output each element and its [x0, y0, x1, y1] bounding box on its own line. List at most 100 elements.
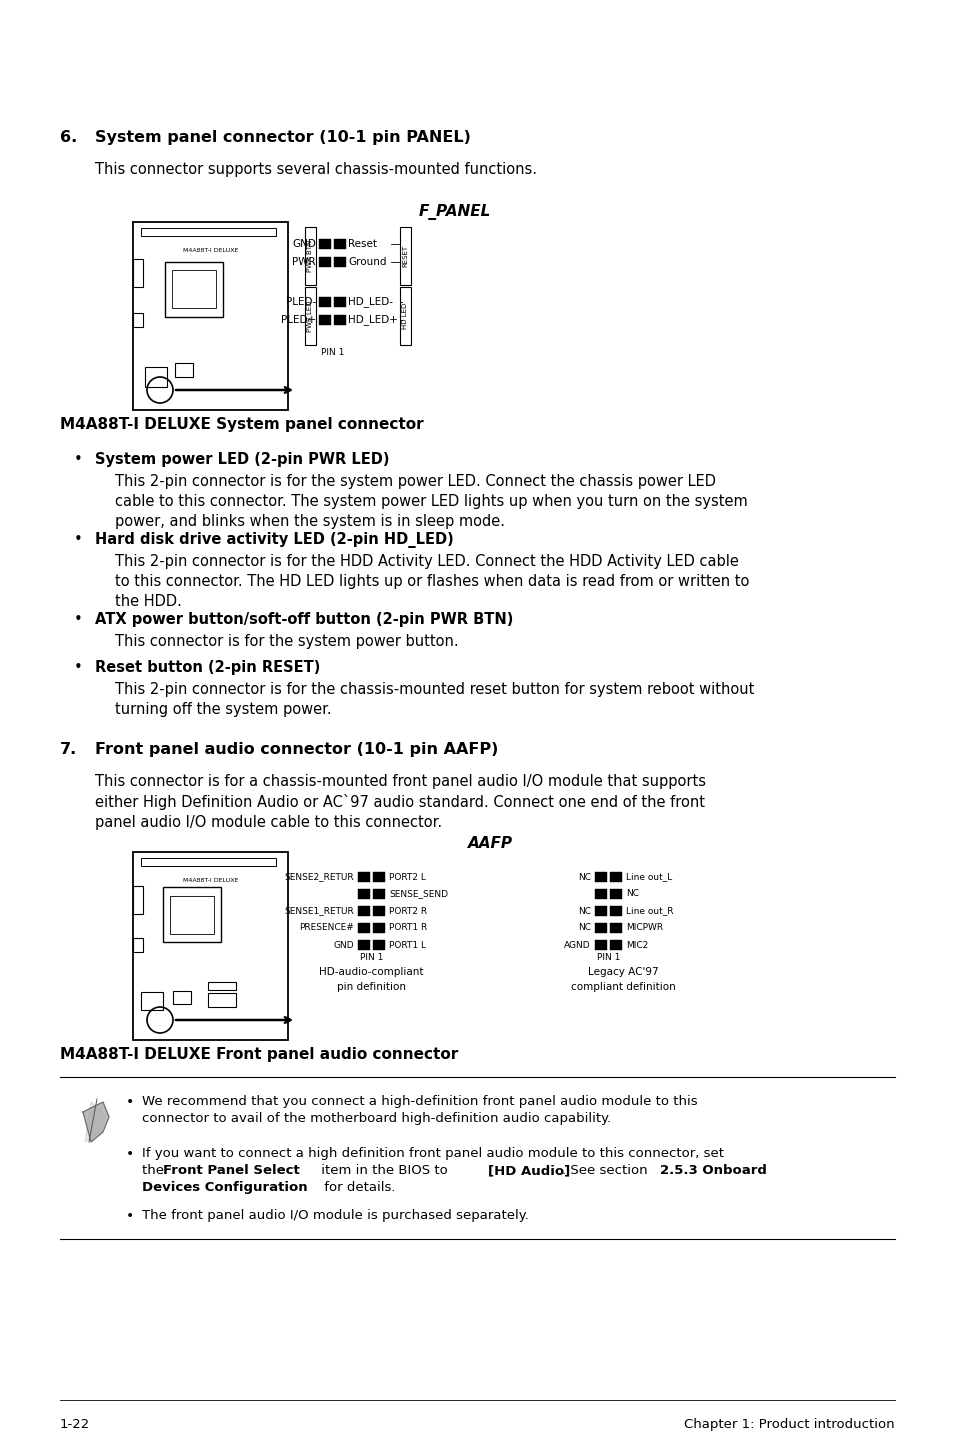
Text: Hard disk drive activity LED (2-pin HD_LED): Hard disk drive activity LED (2-pin HD_L… — [95, 533, 454, 548]
Bar — [141, 858, 275, 866]
Text: This 2-pin connector is for the HDD Activity LED. Connect the HDD Activity LED c: This 2-pin connector is for the HDD Acti… — [115, 554, 749, 609]
Bar — [373, 939, 385, 949]
Text: ATX power button/soft-off button (2-pin PWR BTN): ATX power button/soft-off button (2-pin … — [95, 611, 513, 627]
Bar — [595, 939, 606, 949]
Text: PLED+: PLED+ — [280, 315, 315, 325]
Text: This 2-pin connector is for the system power LED. Connect the chassis power LED
: This 2-pin connector is for the system p… — [115, 474, 747, 528]
Bar — [334, 315, 346, 325]
Bar — [208, 982, 235, 990]
Bar — [357, 939, 370, 949]
Text: PORT1 R: PORT1 R — [389, 924, 427, 932]
Text: PORT2 R: PORT2 R — [389, 906, 427, 915]
Text: PWR BTN: PWR BTN — [307, 241, 314, 272]
Text: HD LED: HD LED — [402, 304, 408, 329]
Bar — [305, 228, 315, 285]
Bar — [609, 906, 621, 916]
Text: Line out_R: Line out_R — [625, 906, 673, 915]
Text: HD_LED-: HD_LED- — [348, 296, 393, 308]
Bar — [132, 222, 288, 410]
Bar — [595, 872, 606, 882]
Bar — [208, 992, 235, 1007]
Text: M4A88T-I DELUXE Front panel audio connector: M4A88T-I DELUXE Front panel audio connec… — [60, 1047, 457, 1063]
Text: for details.: for details. — [319, 1181, 395, 1194]
Text: System panel connector (10-1 pin PANEL): System panel connector (10-1 pin PANEL) — [95, 130, 471, 145]
Text: We recommend that you connect a high-definition front panel audio module to this: We recommend that you connect a high-def… — [142, 1095, 697, 1126]
Text: •: • — [73, 533, 82, 547]
Bar — [141, 992, 163, 1010]
Bar — [334, 256, 346, 266]
Bar — [165, 262, 223, 316]
Bar — [357, 872, 370, 882]
Text: pin definition: pin definition — [336, 982, 406, 992]
Polygon shape — [83, 1103, 109, 1141]
Bar — [609, 939, 621, 949]
Bar — [141, 228, 275, 236]
Text: Front Panel Select: Front Panel Select — [163, 1164, 299, 1177]
Text: This connector supports several chassis-mounted functions.: This connector supports several chassis-… — [95, 162, 537, 178]
Text: 7.: 7. — [60, 742, 77, 758]
Text: This 2-pin connector is for the chassis-mounted reset button for system reboot w: This 2-pin connector is for the chassis-… — [115, 682, 754, 717]
Text: 1-22: 1-22 — [60, 1418, 91, 1431]
Text: PWR LED: PWR LED — [307, 301, 314, 332]
Text: PORT1 L: PORT1 L — [389, 941, 426, 949]
Text: PORT2 L: PORT2 L — [389, 872, 425, 882]
Text: •: • — [126, 1095, 134, 1108]
Text: AAFP: AAFP — [467, 836, 512, 851]
Bar — [145, 367, 167, 387]
Text: This connector is for the system power button.: This connector is for the system power b… — [115, 634, 458, 649]
Text: The front panel audio I/O module is purchased separately.: The front panel audio I/O module is purc… — [142, 1209, 528, 1221]
Bar — [373, 872, 385, 882]
Text: Reset: Reset — [348, 239, 376, 249]
Bar — [334, 239, 346, 249]
Text: HD-audio-compliant: HD-audio-compliant — [319, 967, 423, 977]
Bar — [357, 889, 370, 899]
Text: [HD Audio]: [HD Audio] — [488, 1164, 570, 1177]
Text: PWR: PWR — [292, 256, 315, 266]
Text: SENSE2_RETUR: SENSE2_RETUR — [284, 872, 354, 882]
Text: System power LED (2-pin PWR LED): System power LED (2-pin PWR LED) — [95, 453, 389, 467]
Text: M4A88T-I DELUXE: M4A88T-I DELUXE — [183, 248, 238, 252]
Bar — [170, 896, 213, 934]
Text: NC: NC — [578, 872, 590, 882]
Bar — [172, 271, 215, 308]
Text: GND: GND — [333, 941, 354, 949]
Text: MIC2: MIC2 — [625, 941, 648, 949]
Text: •: • — [73, 660, 82, 674]
Text: Legacy AC'97: Legacy AC'97 — [588, 967, 659, 977]
Text: •: • — [126, 1147, 134, 1161]
Bar — [318, 256, 331, 266]
Bar — [595, 889, 606, 899]
Bar — [305, 286, 315, 345]
Bar — [318, 239, 331, 249]
Bar — [609, 889, 621, 899]
Bar — [172, 991, 191, 1004]
Text: MICPWR: MICPWR — [625, 924, 662, 932]
Text: AGND: AGND — [564, 941, 590, 949]
Text: PLED-: PLED- — [286, 296, 315, 306]
Bar — [132, 852, 288, 1040]
Bar — [132, 314, 143, 326]
Text: Devices Configuration: Devices Configuration — [142, 1181, 307, 1194]
Bar — [399, 228, 411, 285]
Text: PIN 1: PIN 1 — [359, 954, 383, 962]
Text: M4A88T-I DELUXE: M4A88T-I DELUXE — [183, 878, 238, 882]
Bar — [132, 886, 143, 914]
Text: PIN 1: PIN 1 — [320, 348, 344, 357]
Bar — [609, 924, 621, 934]
Bar — [334, 296, 346, 306]
Text: This connector is for a chassis-mounted front panel audio I/O module that suppor: This connector is for a chassis-mounted … — [95, 775, 705, 831]
Text: •: • — [73, 611, 82, 627]
Text: M4A88T-I DELUXE System panel connector: M4A88T-I DELUXE System panel connector — [60, 417, 423, 432]
Bar — [318, 315, 331, 325]
Bar — [595, 906, 606, 916]
Text: item in the BIOS to: item in the BIOS to — [316, 1164, 452, 1177]
Text: compliant definition: compliant definition — [571, 982, 675, 992]
Text: NC: NC — [578, 906, 590, 915]
Text: NC: NC — [625, 889, 639, 898]
Bar — [132, 259, 143, 286]
Text: Reset button (2-pin RESET): Reset button (2-pin RESET) — [95, 660, 320, 674]
Text: NC: NC — [578, 924, 590, 932]
Bar — [373, 924, 385, 934]
Bar — [132, 938, 143, 952]
Text: HD_LED+: HD_LED+ — [348, 315, 397, 325]
